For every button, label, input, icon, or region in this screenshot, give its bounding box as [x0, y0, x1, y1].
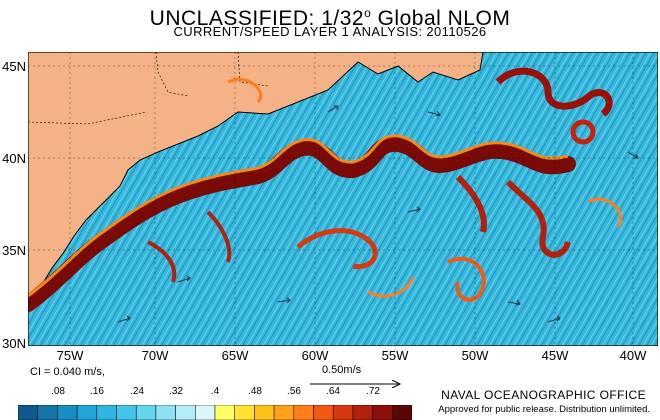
cold-ring-2: [147, 210, 232, 283]
lon-label-75w: 75W: [56, 348, 84, 363]
colorbar-swatch: [155, 405, 176, 420]
colorbar-swatch: [214, 405, 235, 420]
lat-label-45n: 45N: [2, 59, 26, 74]
colorbar-swatch: [96, 405, 117, 420]
colorbar-swatch: [57, 405, 78, 420]
release-notice: Approved for public release. Distributio…: [438, 404, 650, 415]
colorbar-tick: .64: [326, 386, 340, 397]
colorbar-swatch: [352, 405, 373, 420]
reference-vector-arrow-icon: [310, 380, 402, 388]
meander-north: [495, 67, 613, 117]
lon-label-65w: 65W: [221, 348, 249, 363]
map-title: UNCLASSIFIED: 1/32o Global NLOM: [149, 6, 511, 30]
graticule: [28, 52, 658, 346]
colorbar-swatch: [175, 405, 196, 420]
colorbar-tick: .56: [287, 386, 301, 397]
warm-eddy: [570, 119, 596, 145]
colorbar-swatch: [372, 405, 393, 420]
current-vectors: [117, 105, 639, 323]
lat-label-35n: 35N: [2, 243, 26, 258]
colorbar-swatch: [135, 405, 157, 420]
lon-label-40w: 40W: [619, 348, 647, 363]
contour-interval-label: CI = 0.040 m/s,: [30, 366, 105, 378]
colorbar-swatch: [116, 405, 137, 420]
gulf-stream-core: [28, 135, 576, 312]
colorbar-tick: .08: [51, 386, 65, 397]
speed-colorbar: [18, 405, 412, 420]
colorbar-swatch: [293, 405, 314, 420]
colorbar-swatch: [37, 405, 58, 420]
lon-label-50w: 50W: [461, 348, 489, 363]
colorbar-tick: .32: [169, 386, 183, 397]
lat-label-30n: 30N: [2, 336, 26, 351]
colorbar-swatch: [332, 405, 354, 420]
eddy-mid: [227, 77, 623, 298]
colorbar-tick: .72: [366, 386, 380, 397]
colorbar-swatch: [313, 405, 334, 420]
current-speed-map: [28, 52, 658, 346]
land-north-america: [28, 52, 484, 303]
lon-label-60w: 60W: [301, 348, 329, 363]
colorbar-swatch: [392, 405, 412, 420]
colorbar-swatch: [195, 405, 216, 420]
colorbar-swatch: [76, 405, 98, 420]
colorbar-swatch: [18, 405, 38, 420]
cold-ring-1: [296, 228, 378, 270]
reference-vector-label: 0.50m/s: [322, 364, 362, 376]
colorbar-tick: .4: [210, 386, 220, 397]
gulf-stream-edge: [28, 134, 569, 298]
colorbar-swatch: [273, 405, 295, 420]
lon-label-70w: 70W: [141, 348, 169, 363]
lat-label-40n: 40N: [2, 151, 26, 166]
lon-label-55w: 55W: [381, 348, 409, 363]
office-name: NAVAL OCEANOGRAPHIC OFFICE: [441, 388, 646, 402]
colorbar-swatch: [234, 405, 255, 420]
lon-label-45w: 45W: [541, 348, 569, 363]
colorbar-tick: .24: [130, 386, 144, 397]
eddy-south: [447, 256, 486, 302]
meander-east: [455, 174, 571, 258]
border-lines: [28, 52, 269, 125]
colorbar-tick: .48: [248, 386, 262, 397]
colorbar-tick: .16: [90, 386, 104, 397]
map-subtitle: CURRENT/SPEED LAYER 1 ANALYSIS: 20110526: [173, 24, 487, 39]
colorbar-swatch: [254, 405, 275, 420]
